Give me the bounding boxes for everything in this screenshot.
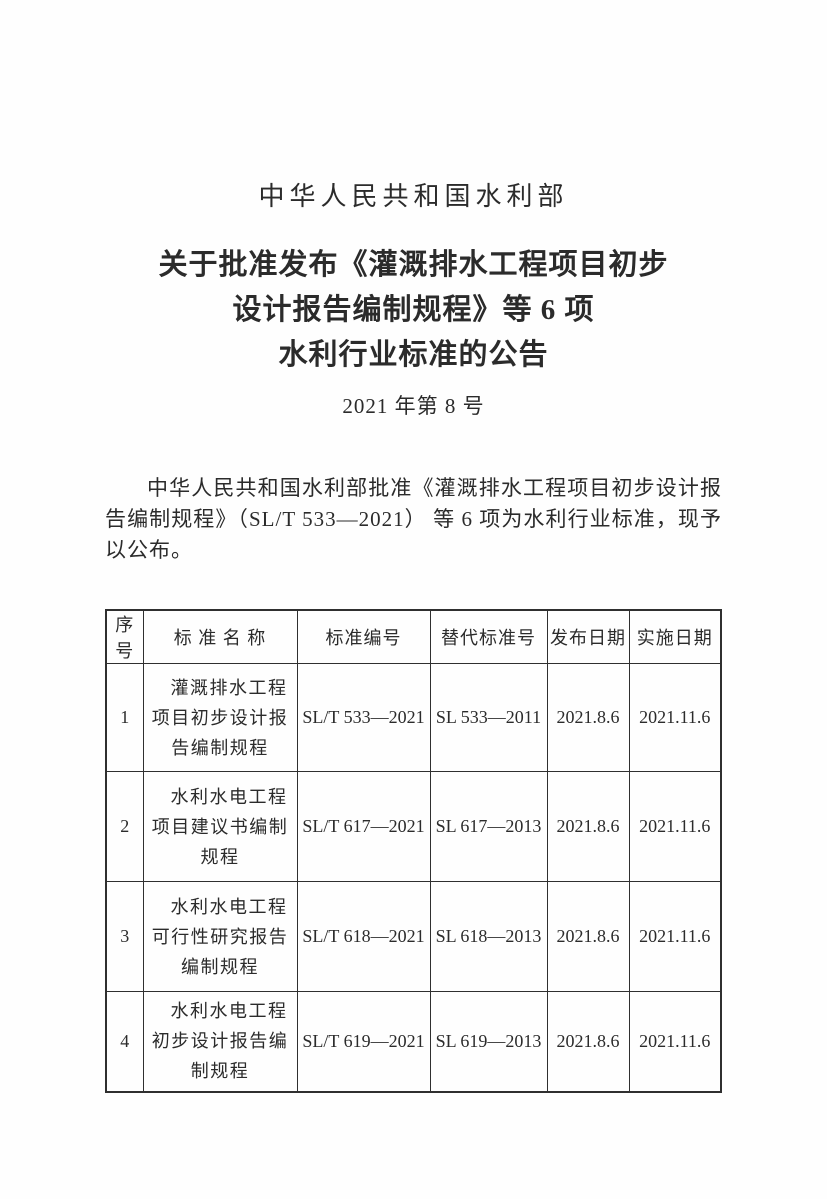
announcement-title: 关于批准发布《灌溉排水工程项目初步 设计报告编制规程》等 6 项 水利行业标准的… [105, 243, 722, 378]
table-header-row: 序号 标 准 名 称 标准编号 替代标准号 发布日期 实施日期 [105, 609, 722, 664]
cell-issue-date: 2021.8.6 [546, 771, 630, 882]
cell-issue-date: 2021.8.6 [546, 881, 630, 992]
cell-code: SL/T 619—2021 [296, 991, 431, 1092]
ministry-title: 中华人民共和国水利部 [258, 182, 569, 211]
cell-code: SL/T 617—2021 [296, 771, 431, 882]
col-header-seq: 序号 [105, 609, 144, 664]
cell-replaced-code: SL 617—2013 [429, 771, 548, 882]
cell-seq: 3 [105, 881, 144, 992]
cell-seq: 1 [105, 663, 144, 772]
cell-replaced-code: SL 619—2013 [429, 991, 548, 1092]
cell-issue-date: 2021.8.6 [546, 991, 630, 1092]
announcement-title-line: 水利行业标准的公告 [278, 339, 549, 371]
cell-effective-date: 2021.11.6 [628, 771, 722, 882]
cell-code: SL/T 618—2021 [296, 881, 431, 992]
table-row: 4 水利水电工程 初步设计报告编 制规程 SL/T 619—2021 SL 61… [105, 991, 722, 1092]
col-header-issue-date: 发布日期 [546, 609, 630, 664]
document-number: 2021 年第 8 号 [342, 394, 485, 418]
cell-issue-date: 2021.8.6 [546, 663, 630, 772]
cell-replaced-code: SL 618—2013 [429, 881, 548, 992]
cell-effective-date: 2021.11.6 [628, 991, 722, 1092]
standards-table: 序号 标 准 名 称 标准编号 替代标准号 发布日期 实施日期 1 灌溉排水工程… [105, 609, 722, 1093]
cell-name: 水利水电工程 可行性研究报告 编制规程 [142, 881, 298, 992]
body-paragraph: 中华人民共和国水利部批准《灌溉排水工程项目初步设计报告编制规程》（SL/T 53… [105, 476, 722, 562]
col-header-replaced-code: 替代标准号 [429, 609, 548, 664]
col-header-name: 标 准 名 称 [142, 609, 298, 664]
cell-seq: 4 [105, 991, 144, 1092]
cell-replaced-code: SL 533—2011 [429, 663, 548, 772]
col-header-effective-date: 实施日期 [628, 609, 722, 664]
cell-name: 水利水电工程 项目建议书编制 规程 [142, 771, 298, 882]
announcement-title-line: 设计报告编制规程》等 6 项 [232, 294, 595, 326]
cell-effective-date: 2021.11.6 [628, 881, 722, 992]
table-row: 1 灌溉排水工程 项目初步设计报 告编制规程 SL/T 533—2021 SL … [105, 663, 722, 772]
announcement-title-line: 关于批准发布《灌溉排水工程项目初步 [158, 249, 669, 281]
cell-name: 灌溉排水工程 项目初步设计报 告编制规程 [142, 663, 298, 772]
table-row: 3 水利水电工程 可行性研究报告 编制规程 SL/T 618—2021 SL 6… [105, 881, 722, 992]
cell-effective-date: 2021.11.6 [628, 663, 722, 772]
cell-seq: 2 [105, 771, 144, 882]
cell-name: 水利水电工程 初步设计报告编 制规程 [142, 991, 298, 1092]
cell-code: SL/T 533—2021 [296, 663, 431, 772]
table-row: 2 水利水电工程 项目建议书编制 规程 SL/T 617—2021 SL 617… [105, 771, 722, 882]
col-header-code: 标准编号 [296, 609, 431, 664]
